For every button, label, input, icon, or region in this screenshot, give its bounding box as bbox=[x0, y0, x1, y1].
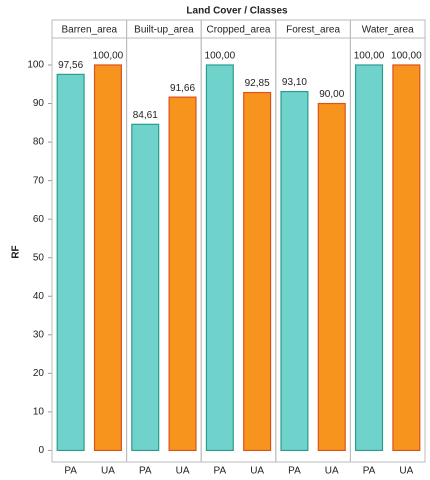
bar bbox=[131, 123, 160, 452]
y-axis-label: RF bbox=[11, 245, 22, 258]
y-tick-label: 40 bbox=[33, 291, 45, 302]
y-tick-label: 50 bbox=[33, 252, 45, 263]
bar bbox=[205, 64, 234, 452]
bar bbox=[355, 64, 384, 452]
bar bbox=[392, 64, 421, 452]
y-tick-label: 30 bbox=[33, 329, 45, 340]
bar bbox=[280, 90, 309, 452]
y-tick-label: 10 bbox=[33, 407, 45, 418]
y-tick-label: 0 bbox=[38, 445, 44, 456]
facet-label: Cropped_area bbox=[207, 25, 271, 36]
x-tick-label: PA bbox=[288, 466, 301, 477]
value-label: 100,00 bbox=[391, 51, 422, 62]
value-label: 97,56 bbox=[58, 60, 83, 71]
facet-label: Barren_area bbox=[62, 25, 118, 36]
value-label: 93,10 bbox=[282, 77, 307, 88]
y-tick-label: 90 bbox=[33, 98, 45, 109]
facet-panel bbox=[349, 37, 426, 463]
y-tick-label: 60 bbox=[33, 214, 45, 225]
value-label: 100,00 bbox=[93, 51, 124, 62]
x-tick-label: UA bbox=[176, 466, 190, 477]
facet-label: Built-up_area bbox=[134, 25, 194, 36]
x-tick-label: PA bbox=[363, 466, 376, 477]
x-tick-label: PA bbox=[139, 466, 152, 477]
y-tick-label: 100 bbox=[27, 60, 44, 71]
x-tick-label: UA bbox=[101, 466, 115, 477]
value-label: 84,61 bbox=[133, 110, 158, 121]
x-tick-label: PA bbox=[64, 466, 77, 477]
y-tick-label: 20 bbox=[33, 368, 45, 379]
bar bbox=[168, 96, 197, 452]
value-label: 100,00 bbox=[354, 51, 385, 62]
value-label: 91,66 bbox=[170, 83, 195, 94]
bar bbox=[93, 64, 122, 452]
x-tick-label: UA bbox=[325, 466, 339, 477]
facet-label: Water_area bbox=[362, 25, 414, 36]
x-tick-label: UA bbox=[250, 466, 264, 477]
bar bbox=[317, 102, 346, 452]
y-tick-label: 80 bbox=[33, 137, 45, 148]
facet-label: Forest_area bbox=[286, 25, 340, 36]
value-label: 92,85 bbox=[245, 78, 270, 89]
x-tick-label: UA bbox=[399, 466, 413, 477]
x-tick-label: PA bbox=[214, 466, 227, 477]
chart-title: Land Cover / Classes bbox=[186, 6, 288, 17]
bar bbox=[56, 73, 85, 452]
y-tick-label: 70 bbox=[33, 175, 45, 186]
bar bbox=[243, 91, 272, 452]
value-label: 90,00 bbox=[319, 89, 344, 100]
value-label: 100,00 bbox=[205, 51, 236, 62]
